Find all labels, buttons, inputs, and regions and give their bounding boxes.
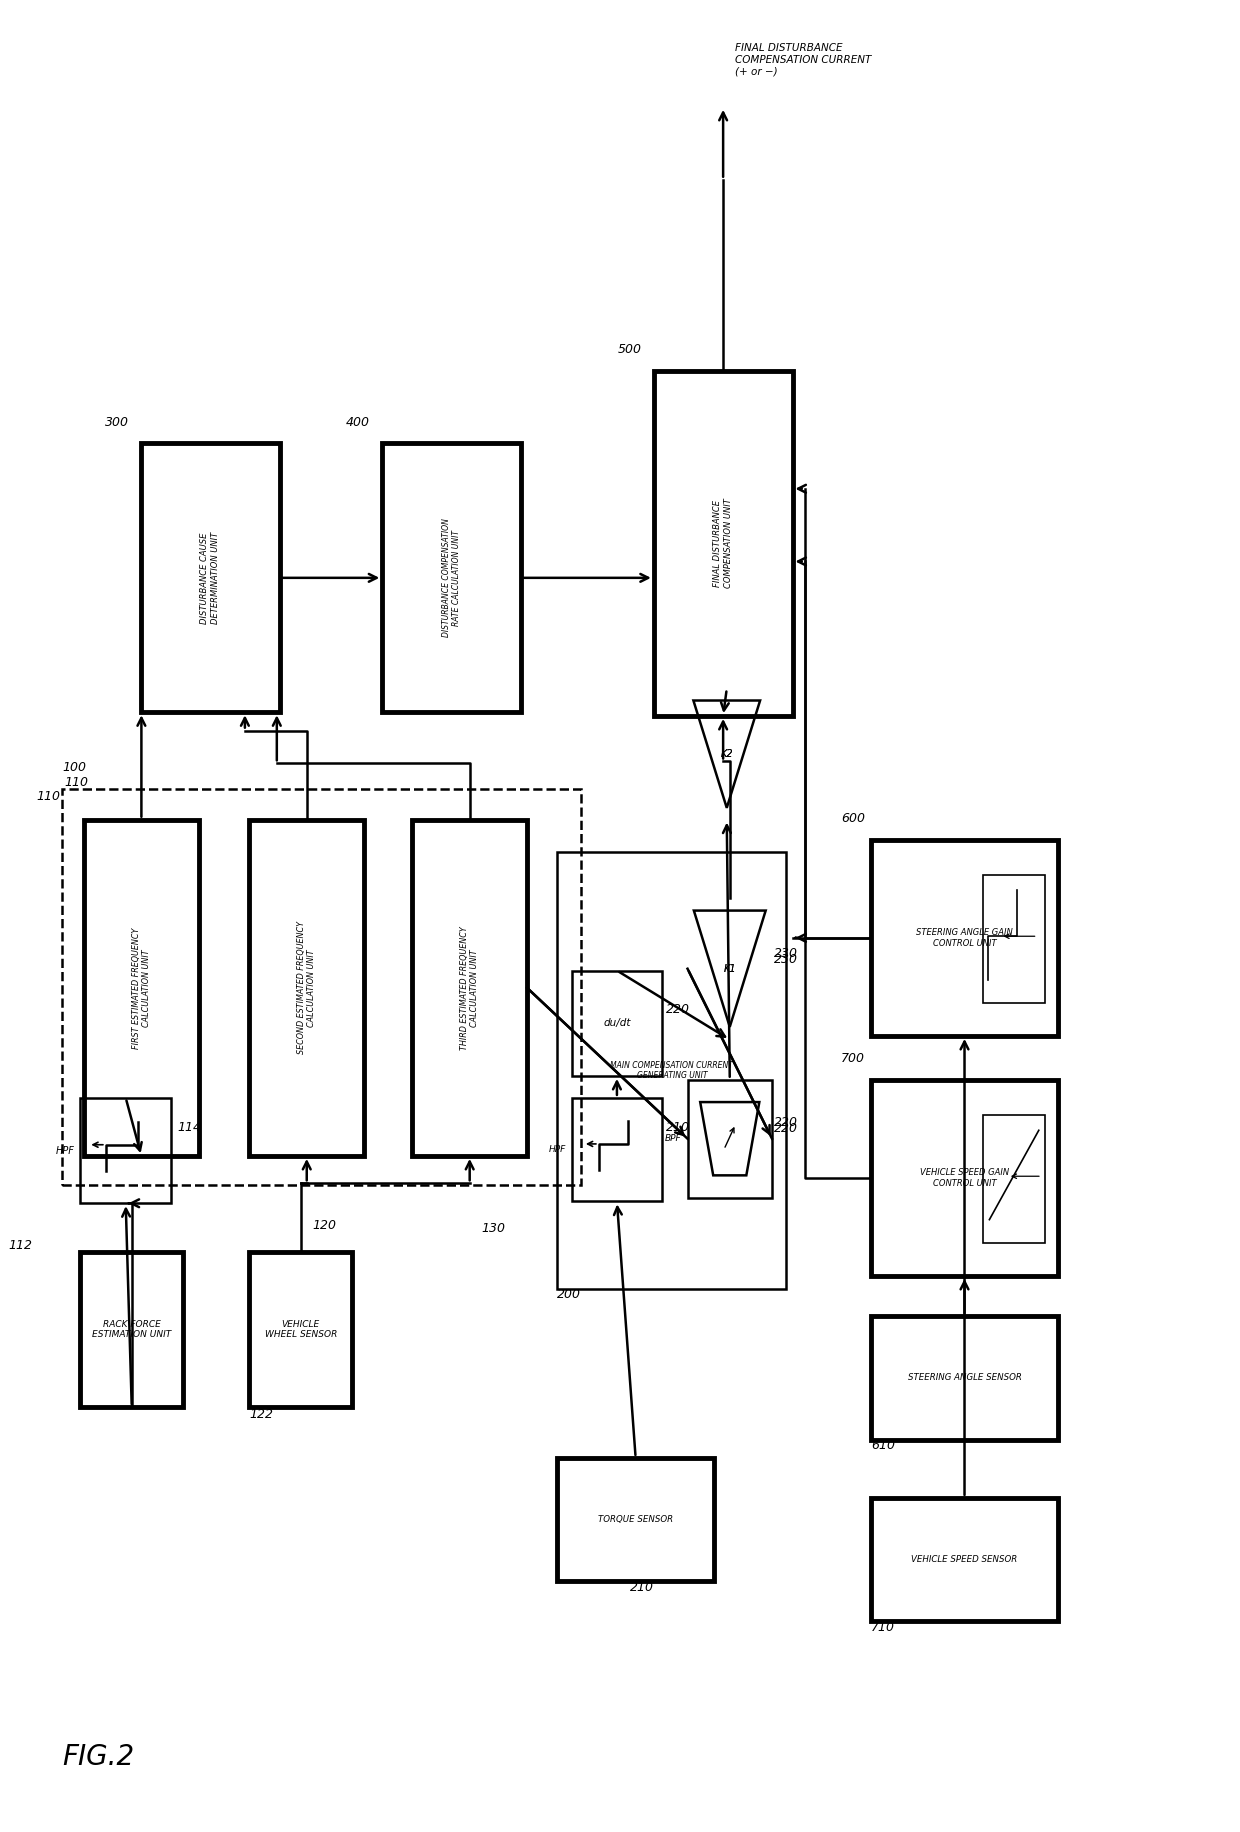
Bar [249,819,365,1156]
Text: 610: 610 [870,1440,895,1453]
Text: K2: K2 [720,749,733,758]
Bar [141,443,279,713]
Bar [382,443,521,713]
Bar [81,1253,184,1407]
Text: 400: 400 [346,416,370,429]
Bar [557,852,786,1288]
Bar [81,1097,171,1204]
Text: THIRD ESTIMATED FREQUENCY
CALCULATION UNIT: THIRD ESTIMATED FREQUENCY CALCULATION UN… [460,925,480,1050]
Bar [557,1458,714,1581]
Text: VEHICLE SPEED GAIN
CONTROL UNIT: VEHICLE SPEED GAIN CONTROL UNIT [920,1169,1009,1187]
Bar [870,1079,1058,1275]
Text: STEERING ANGLE GAIN
CONTROL UNIT: STEERING ANGLE GAIN CONTROL UNIT [916,929,1013,947]
Text: 200: 200 [557,1288,582,1301]
Text: 112: 112 [9,1240,32,1253]
Text: BPF: BPF [665,1134,682,1143]
Text: 100: 100 [62,760,87,775]
Text: 500: 500 [618,343,641,355]
Text: FIG.2: FIG.2 [62,1742,134,1770]
Bar [870,1499,1058,1621]
Text: MAIN COMPENSATION CURRENT
GENERATING UNIT: MAIN COMPENSATION CURRENT GENERATING UNI… [610,1061,733,1081]
Text: FIRST ESTIMATED FREQUENCY
CALCULATION UNIT: FIRST ESTIMATED FREQUENCY CALCULATION UN… [131,927,151,1048]
Text: 122: 122 [249,1409,273,1422]
Text: 230: 230 [775,947,799,960]
Text: DISTURBANCE CAUSE
DETERMINATION UNIT: DISTURBANCE CAUSE DETERMINATION UNIT [201,531,219,625]
Text: VEHICLE SPEED SENSOR: VEHICLE SPEED SENSOR [911,1555,1018,1565]
Text: 710: 710 [870,1621,895,1634]
Text: SECOND ESTIMATED FREQUENCY
CALCULATION UNIT: SECOND ESTIMATED FREQUENCY CALCULATION U… [298,921,316,1053]
Text: 300: 300 [104,416,129,429]
Bar [572,971,662,1075]
Text: DISTURBANCE COMPENSATION
RATE CALCULATION UNIT: DISTURBANCE COMPENSATION RATE CALCULATIO… [441,518,461,638]
Text: 600: 600 [841,812,866,824]
Bar [870,839,1058,1035]
Bar [687,1079,773,1198]
Text: 210: 210 [630,1581,653,1594]
Text: 130: 130 [482,1222,506,1235]
Text: FINAL DISTURBANCE
COMPENSATION CURRENT
(+ or −): FINAL DISTURBANCE COMPENSATION CURRENT (… [735,44,872,77]
Text: VEHICLE
WHEEL SENSOR: VEHICLE WHEEL SENSOR [264,1319,337,1339]
Bar [572,1097,662,1202]
Text: TORQUE SENSOR: TORQUE SENSOR [598,1515,673,1524]
Text: du/dt: du/dt [603,1019,631,1028]
Bar [62,790,582,1185]
Text: FINAL DISTURBANCE
COMPENSATION UNIT: FINAL DISTURBANCE COMPENSATION UNIT [713,498,733,588]
Bar [413,819,527,1156]
Bar [870,1315,1058,1440]
Text: 700: 700 [841,1052,866,1064]
Bar [983,1116,1045,1242]
Text: 114: 114 [177,1121,201,1134]
Bar [84,819,198,1156]
Text: K2: K2 [720,749,733,758]
Text: 220: 220 [666,1002,689,1017]
Text: RACK FORCE
ESTIMATION UNIT: RACK FORCE ESTIMATION UNIT [92,1319,171,1339]
Bar [653,370,792,716]
Text: 220: 220 [775,1116,799,1129]
Text: K1: K1 [723,964,737,975]
Text: 210: 210 [666,1121,689,1134]
Text: 220: 220 [775,1123,799,1136]
Text: HPF: HPF [548,1145,565,1154]
Text: K1: K1 [723,964,737,975]
Bar [983,876,1045,1002]
Text: 110: 110 [64,775,89,790]
Text: 230: 230 [775,953,799,965]
Text: HPF: HPF [56,1145,74,1156]
Text: 110: 110 [36,790,60,802]
Bar [249,1253,352,1407]
Text: STEERING ANGLE SENSOR: STEERING ANGLE SENSOR [908,1374,1022,1383]
Text: 120: 120 [312,1218,337,1231]
